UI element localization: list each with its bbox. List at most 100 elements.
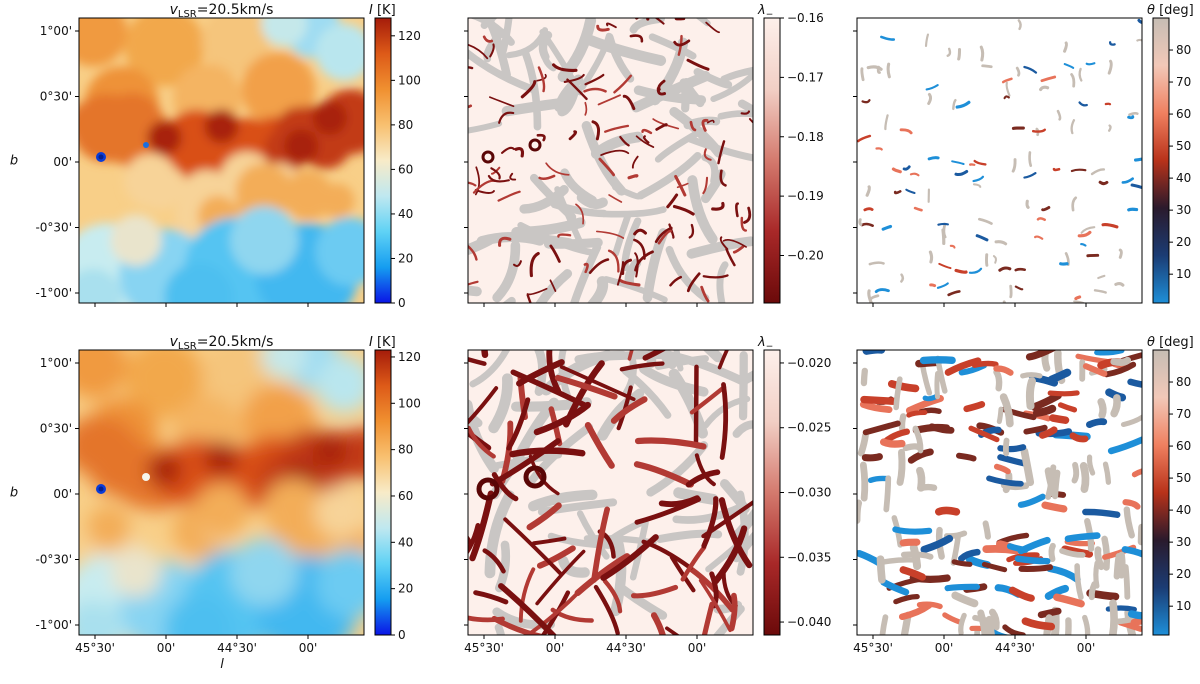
filament-segment: [702, 176, 709, 195]
filament-segment: [598, 157, 616, 177]
filament-segment: [509, 172, 517, 181]
filament-segment: [468, 244, 478, 261]
orientation-segment: [868, 261, 885, 266]
orientation-segment: [981, 561, 1008, 573]
filament-segment: [526, 294, 532, 303]
orientation-segment: [955, 452, 977, 462]
orientation-segment: [1017, 493, 1046, 508]
orientation-segment: [1057, 402, 1078, 413]
colorbar-tick-label: 0: [398, 296, 406, 310]
orientation-segment: [971, 360, 999, 368]
orientation-segment: [1127, 610, 1142, 620]
orientation-segment: [893, 376, 903, 411]
skeleton-segment: [488, 373, 513, 434]
filament-segment: [703, 148, 712, 161]
x-tick-label: 00': [688, 641, 707, 655]
orientation-segment: [978, 217, 993, 225]
filament-segment: [584, 101, 588, 116]
orientation-segment: [973, 159, 987, 166]
orientation-segment: [1114, 282, 1125, 287]
skeleton-segment: [468, 120, 503, 134]
skeleton-segment: [602, 276, 668, 303]
filament-segment: [674, 174, 687, 197]
colorbar-tick-label: −0.17: [787, 70, 824, 84]
orientation-segments: [857, 18, 1142, 303]
skeleton-segment: [502, 296, 516, 303]
filament-segment: [700, 285, 710, 303]
intensity-map: [79, 18, 364, 303]
filament-segment: [588, 258, 610, 275]
skeleton-segment: [535, 269, 573, 303]
filament-segment: [680, 545, 707, 582]
colorbar-tick-label: 40: [398, 535, 413, 549]
orientation-segment: [935, 506, 961, 516]
panel-frame: [856, 349, 1143, 636]
orientation-segment: [1014, 555, 1051, 565]
x-tick-label: 00': [935, 641, 954, 655]
orientation-segment: [1077, 230, 1092, 238]
filament-segment: [595, 230, 625, 239]
filament-segment: [602, 578, 623, 614]
skeleton-segment: [600, 206, 667, 218]
filament-segment: [712, 525, 748, 585]
filament-segment: [538, 174, 556, 181]
filament-segment: [688, 223, 695, 239]
orientation-segment: [861, 99, 871, 104]
filament-segment: [473, 590, 509, 605]
filament-segment: [657, 229, 672, 245]
filament-segment: [489, 43, 495, 58]
orientation-segment: [867, 475, 890, 484]
filament-segment: [689, 120, 697, 132]
filament-segment: [641, 539, 693, 571]
skeleton-segment: [621, 367, 672, 419]
orientation-segment: [1014, 267, 1026, 272]
filament-segment: [584, 422, 615, 469]
orientation-segment: [1122, 499, 1141, 510]
y-axis-label: b: [10, 154, 18, 169]
filament-segment: [642, 135, 650, 144]
filament-segment: [669, 275, 683, 287]
filament-segment: [491, 472, 519, 502]
orientation-segment: [862, 420, 901, 436]
orientation-segment: [1038, 426, 1058, 439]
orientation-segment: [993, 368, 1003, 392]
orientation-segment: [860, 67, 865, 82]
orientation-segment: [1108, 124, 1112, 132]
filament-segment: [722, 239, 747, 248]
skeleton-segment: [558, 555, 590, 578]
filament-segment: [668, 223, 675, 239]
orientation-segment: [1063, 41, 1068, 53]
orientation-segment: [1034, 235, 1044, 240]
filament-segment: [635, 135, 655, 149]
orientation-segment: [883, 475, 892, 513]
filament-segment: [568, 130, 578, 141]
orientation-segment: [1025, 199, 1030, 209]
filament-segment: [533, 401, 592, 436]
orientation-segment: [1020, 447, 1035, 487]
panel-title: vLSR=20.5km/s: [170, 334, 274, 352]
orientation-segment: [866, 65, 883, 71]
skeleton-segment: [720, 66, 753, 83]
skeleton-segment: [669, 106, 724, 158]
colorbar-tick-label: 80: [398, 118, 413, 132]
colorbar-tick-label: −0.030: [787, 486, 831, 500]
filament-segment: [596, 24, 610, 32]
colorbar-tick-label: 20: [1176, 235, 1191, 249]
colorbar-tick-label: 70: [1176, 75, 1191, 89]
colorbar-tick-label: 40: [398, 207, 413, 221]
orientation-segment: [886, 62, 891, 79]
filament-segment: [658, 495, 701, 508]
orientation-segment: [1063, 63, 1075, 69]
filament-segment: [719, 382, 729, 460]
orientation-segment: [924, 33, 930, 47]
orientation-segment: [941, 228, 946, 246]
colorbar-tick-label: 40: [1176, 503, 1191, 517]
orientation-segment: [1015, 66, 1021, 77]
colorbar-tick-label: −0.20: [787, 249, 824, 263]
colorbar-tick-label: −0.020: [787, 356, 831, 370]
cold-spot-core: [98, 154, 104, 160]
filament-segment: [717, 140, 726, 165]
orientation-segment: [1127, 207, 1139, 212]
orientation-segment: [996, 406, 1004, 425]
panel-frame: [467, 17, 754, 304]
